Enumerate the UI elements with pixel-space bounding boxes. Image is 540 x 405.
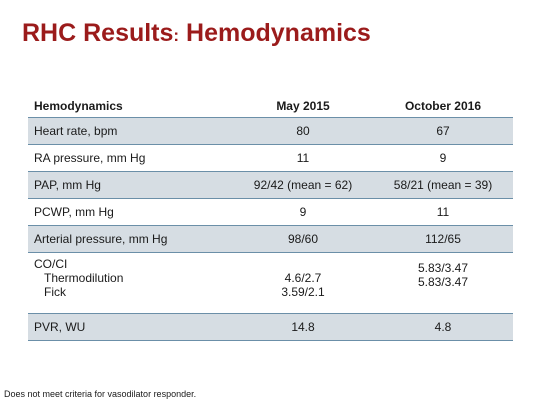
table-row: PCWP, mm Hg 9 11: [28, 199, 513, 226]
header-may-2015: May 2015: [276, 99, 330, 113]
cell-may: 14.8: [291, 320, 315, 334]
cell-may-group: 4.6/2.7 3.59/2.1: [233, 253, 373, 314]
row-label: RA pressure, mm Hg: [34, 151, 146, 165]
cell-oct-group: 5.83/3.47 5.83/3.47: [373, 253, 513, 314]
cell-oct: 112/65: [425, 232, 461, 246]
cell-oct: 11: [436, 205, 450, 219]
table-row: Arterial pressure, mm Hg 98/60 112/65: [28, 225, 513, 253]
row-label: PAP, mm Hg: [34, 178, 101, 192]
row-sublabel-fick: Fick: [44, 285, 66, 299]
slide-title: RHC Results: Hemodynamics: [22, 18, 371, 51]
header-hemodynamics: Hemodynamics: [34, 99, 123, 113]
cell-may: 92/42 (mean = 62): [253, 178, 353, 192]
cell-oct: 4.8: [434, 320, 452, 334]
table-row: RA pressure, mm Hg 11 9: [28, 145, 513, 172]
cell-oct: 58/21 (mean = 39): [393, 178, 493, 192]
cell-oct-fick: 5.83/3.47: [417, 275, 469, 289]
title-separator: :: [173, 26, 180, 45]
row-label: CO/CI: [34, 257, 68, 271]
table-row: CO/CI Thermodilution Fick 4.6/2.7 3.59/2…: [28, 253, 513, 314]
cell-may-thermodilution: 4.6/2.7: [284, 271, 322, 285]
table-row: PAP, mm Hg 92/42 (mean = 62) 58/21 (mean…: [28, 171, 513, 199]
table-row: Heart rate, bpm 80 67: [28, 117, 513, 145]
cell-may-fick: 3.59/2.1: [281, 285, 325, 299]
title-sub: Hemodynamics: [179, 19, 371, 47]
footnote: Does not meet criteria for vasodilator r…: [4, 389, 197, 399]
cell-oct-thermodilution: 5.83/3.47: [417, 261, 469, 275]
row-label: Heart rate, bpm: [34, 124, 118, 138]
cell-may: 80: [296, 124, 310, 138]
cell-may: 98/60: [287, 232, 319, 246]
title-main: RHC Results: [22, 19, 174, 47]
cell-oct: 67: [436, 124, 450, 138]
table-row: PVR, WU 14.8 4.8: [28, 313, 513, 341]
row-label: PVR, WU: [34, 320, 86, 334]
header-october-2016: October 2016: [404, 99, 482, 113]
cell-may: 9: [299, 205, 307, 219]
table-header-row: Hemodynamics May 2015 October 2016: [28, 95, 513, 118]
row-label-group: CO/CI Thermodilution Fick: [28, 253, 233, 314]
row-sublabel-thermodilution: Thermodilution: [44, 271, 124, 285]
row-label: Arterial pressure, mm Hg: [34, 232, 168, 246]
cell-may: 11: [296, 151, 310, 165]
row-label: PCWP, mm Hg: [34, 205, 114, 219]
cell-oct: 9: [439, 151, 447, 165]
hemodynamics-table: Hemodynamics May 2015 October 2016 Heart…: [28, 95, 513, 341]
